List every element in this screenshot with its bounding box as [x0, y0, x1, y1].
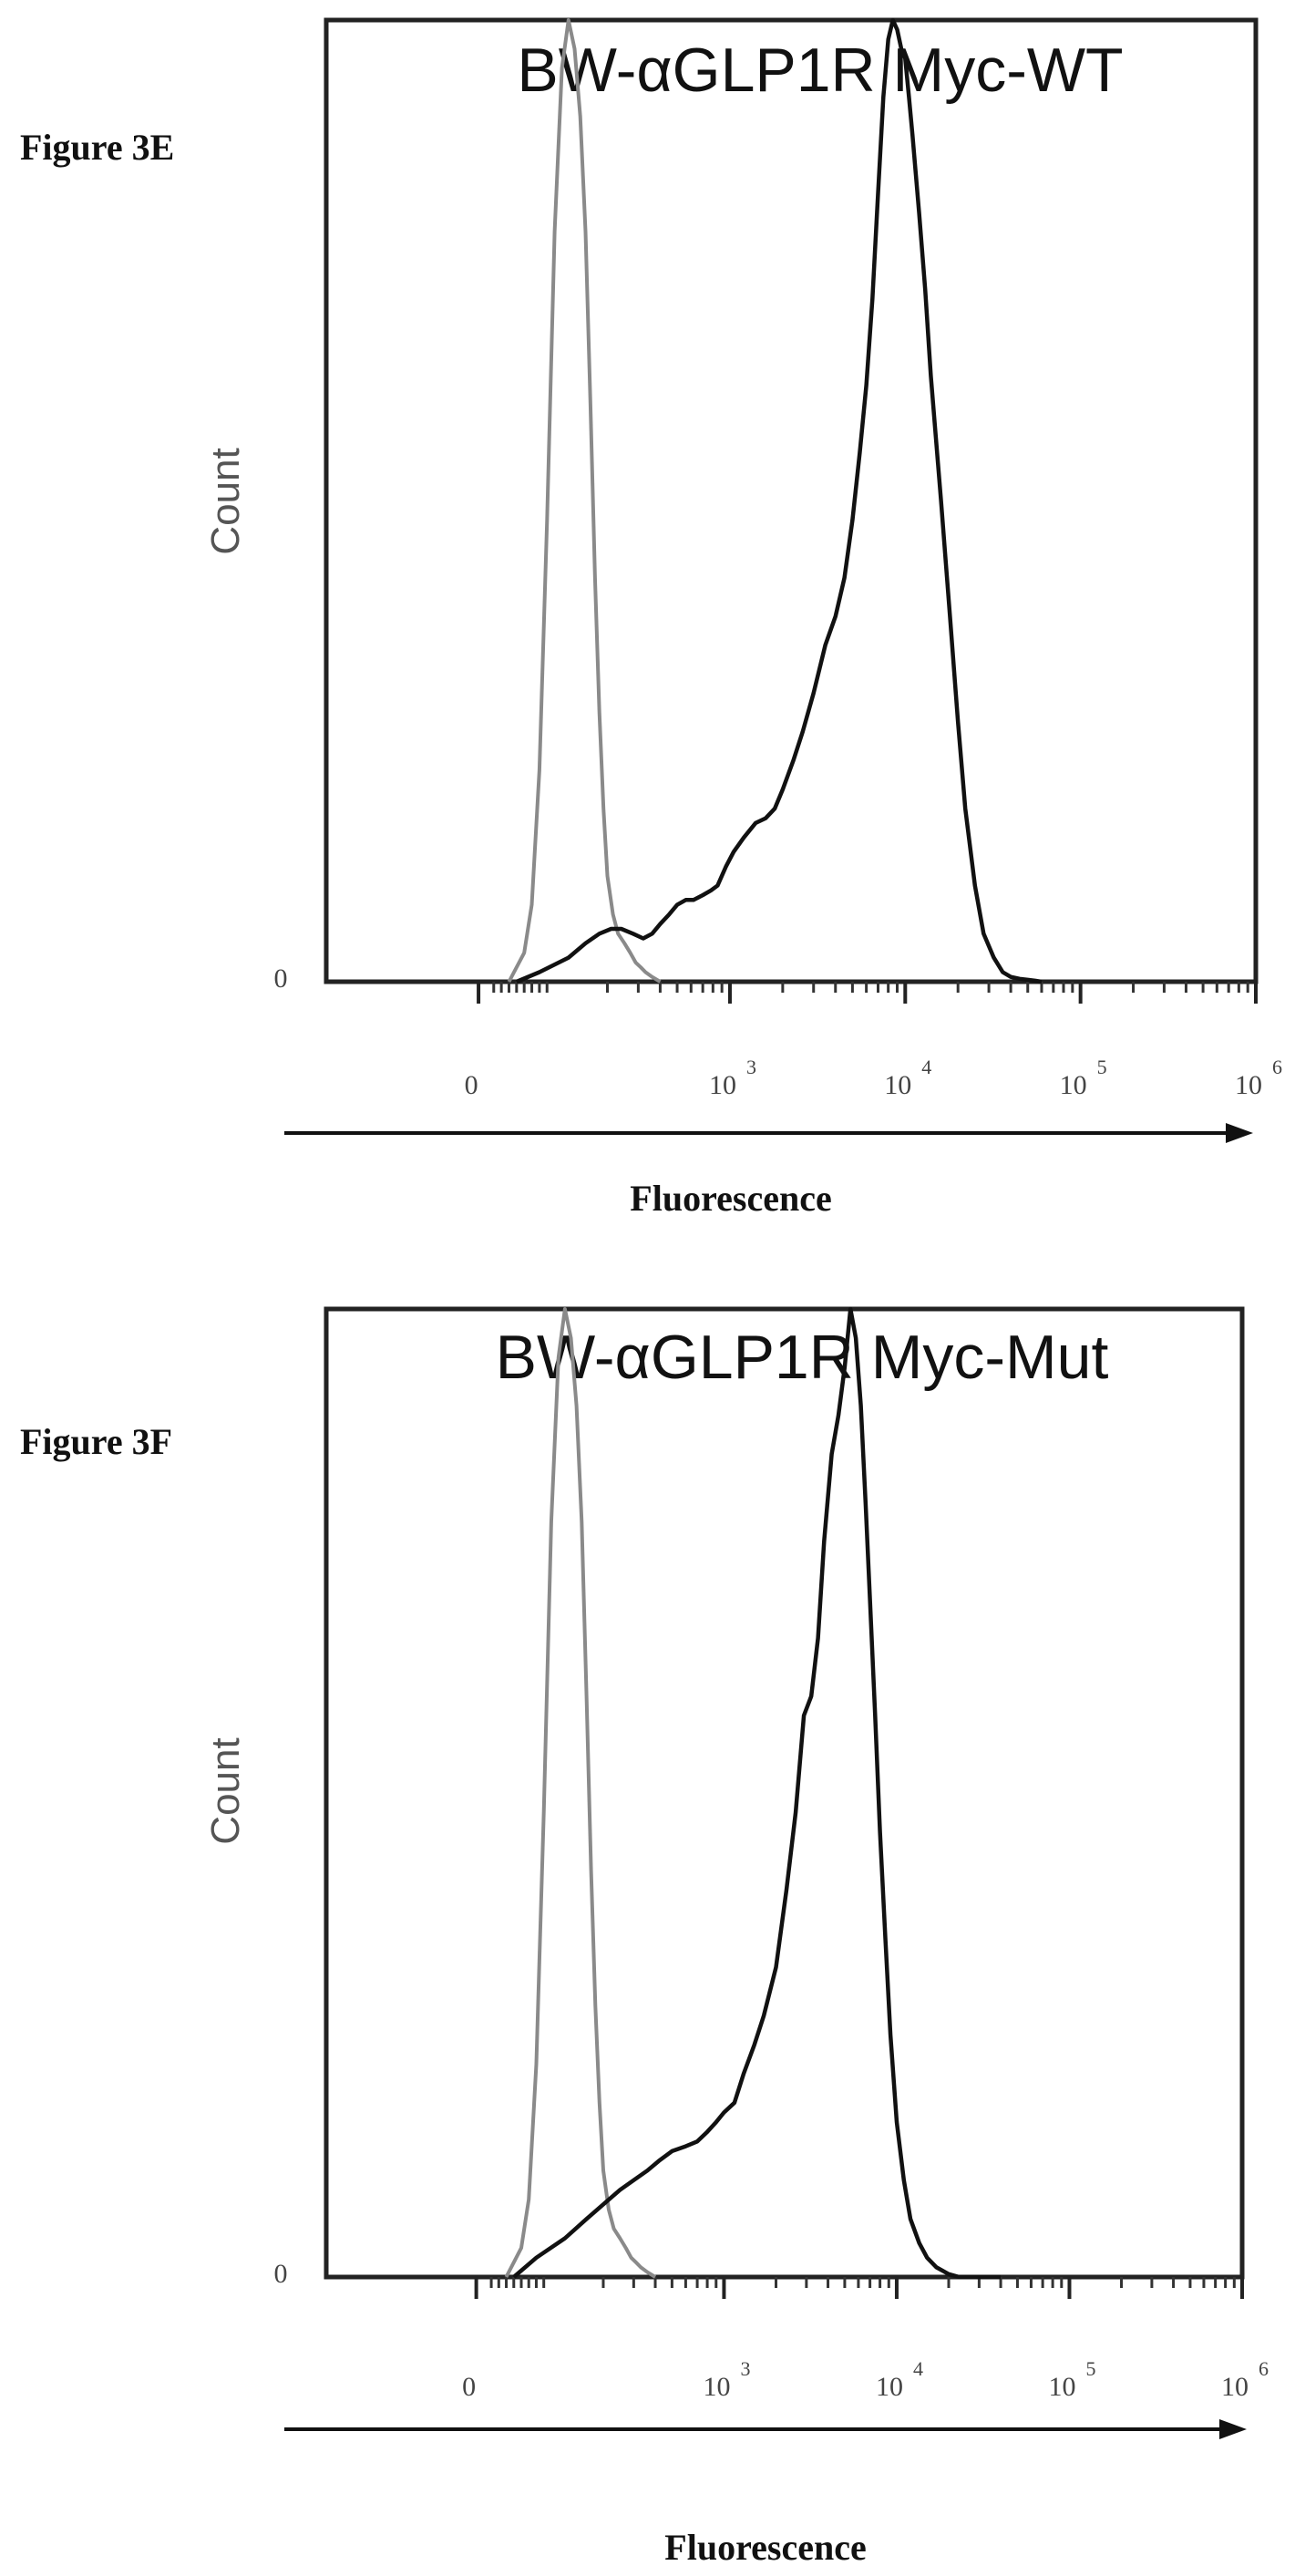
figure-3e-panel: Figure 3E BW-αGLP1R Myc-WT Count Fluores…: [20, 17, 1282, 1219]
x-tick-label: 10: [709, 1070, 736, 1100]
x-tick-label: 10: [884, 1070, 911, 1100]
x-tick-exponent: 4: [921, 1056, 931, 1078]
x-tick-label: 10: [1221, 2372, 1249, 2402]
control-histogram-line: [504, 1307, 657, 2279]
figure-3f-x-axis-label: Fluorescence: [664, 2527, 866, 2568]
plot-frame: [324, 17, 1259, 984]
figure-3e-label: Figure 3E: [20, 127, 174, 168]
x-tick-exponent: 5: [1097, 1056, 1107, 1078]
stained-histogram-line: [515, 17, 1043, 984]
plot-frame: [324, 1306, 1245, 2280]
stained-histogram-line: [512, 1306, 1002, 2280]
figure-3f-title: BW-αGLP1R Myc-Mut: [496, 1323, 1109, 1392]
x-tick-label: 10: [876, 2372, 903, 2402]
x-tick-exponent: 5: [1085, 2357, 1095, 2380]
x-tick-label: 10: [1235, 1070, 1262, 1100]
x-tick-exponent: 6: [1259, 2357, 1269, 2380]
figure-3f-label: Figure 3F: [20, 1421, 172, 1462]
figure-3e-title: BW-αGLP1R Myc-WT: [517, 36, 1123, 105]
figure-3e-y-axis-label: Count: [203, 448, 248, 554]
x-tick-label: 0: [465, 1070, 478, 1100]
figure-3e-x-axis-label: Fluorescence: [630, 1178, 831, 1219]
x-axis-arrow-head: [1219, 2419, 1247, 2439]
x-tick-exponent: 4: [913, 2357, 923, 2380]
x-tick-label: 10: [1060, 1070, 1087, 1100]
x-axis-arrow-head: [1226, 1123, 1253, 1143]
x-tick-exponent: 3: [740, 2357, 750, 2380]
x-tick-label: 10: [703, 2372, 730, 2402]
x-tick-exponent: 6: [1272, 1056, 1282, 1078]
figure-3f-y-axis-label: Count: [203, 1737, 248, 1844]
figure-3f-panel: Figure 3F BW-αGLP1R Myc-Mut Count Fluore…: [20, 1306, 1269, 2568]
control-histogram-line: [507, 18, 662, 984]
x-tick-exponent: 3: [746, 1056, 756, 1078]
x-tick-label: 0: [462, 2372, 476, 2402]
x-tick-label: 10: [1048, 2372, 1075, 2402]
y-tick-label: 0: [274, 2259, 288, 2289]
y-tick-label: 0: [274, 963, 288, 994]
